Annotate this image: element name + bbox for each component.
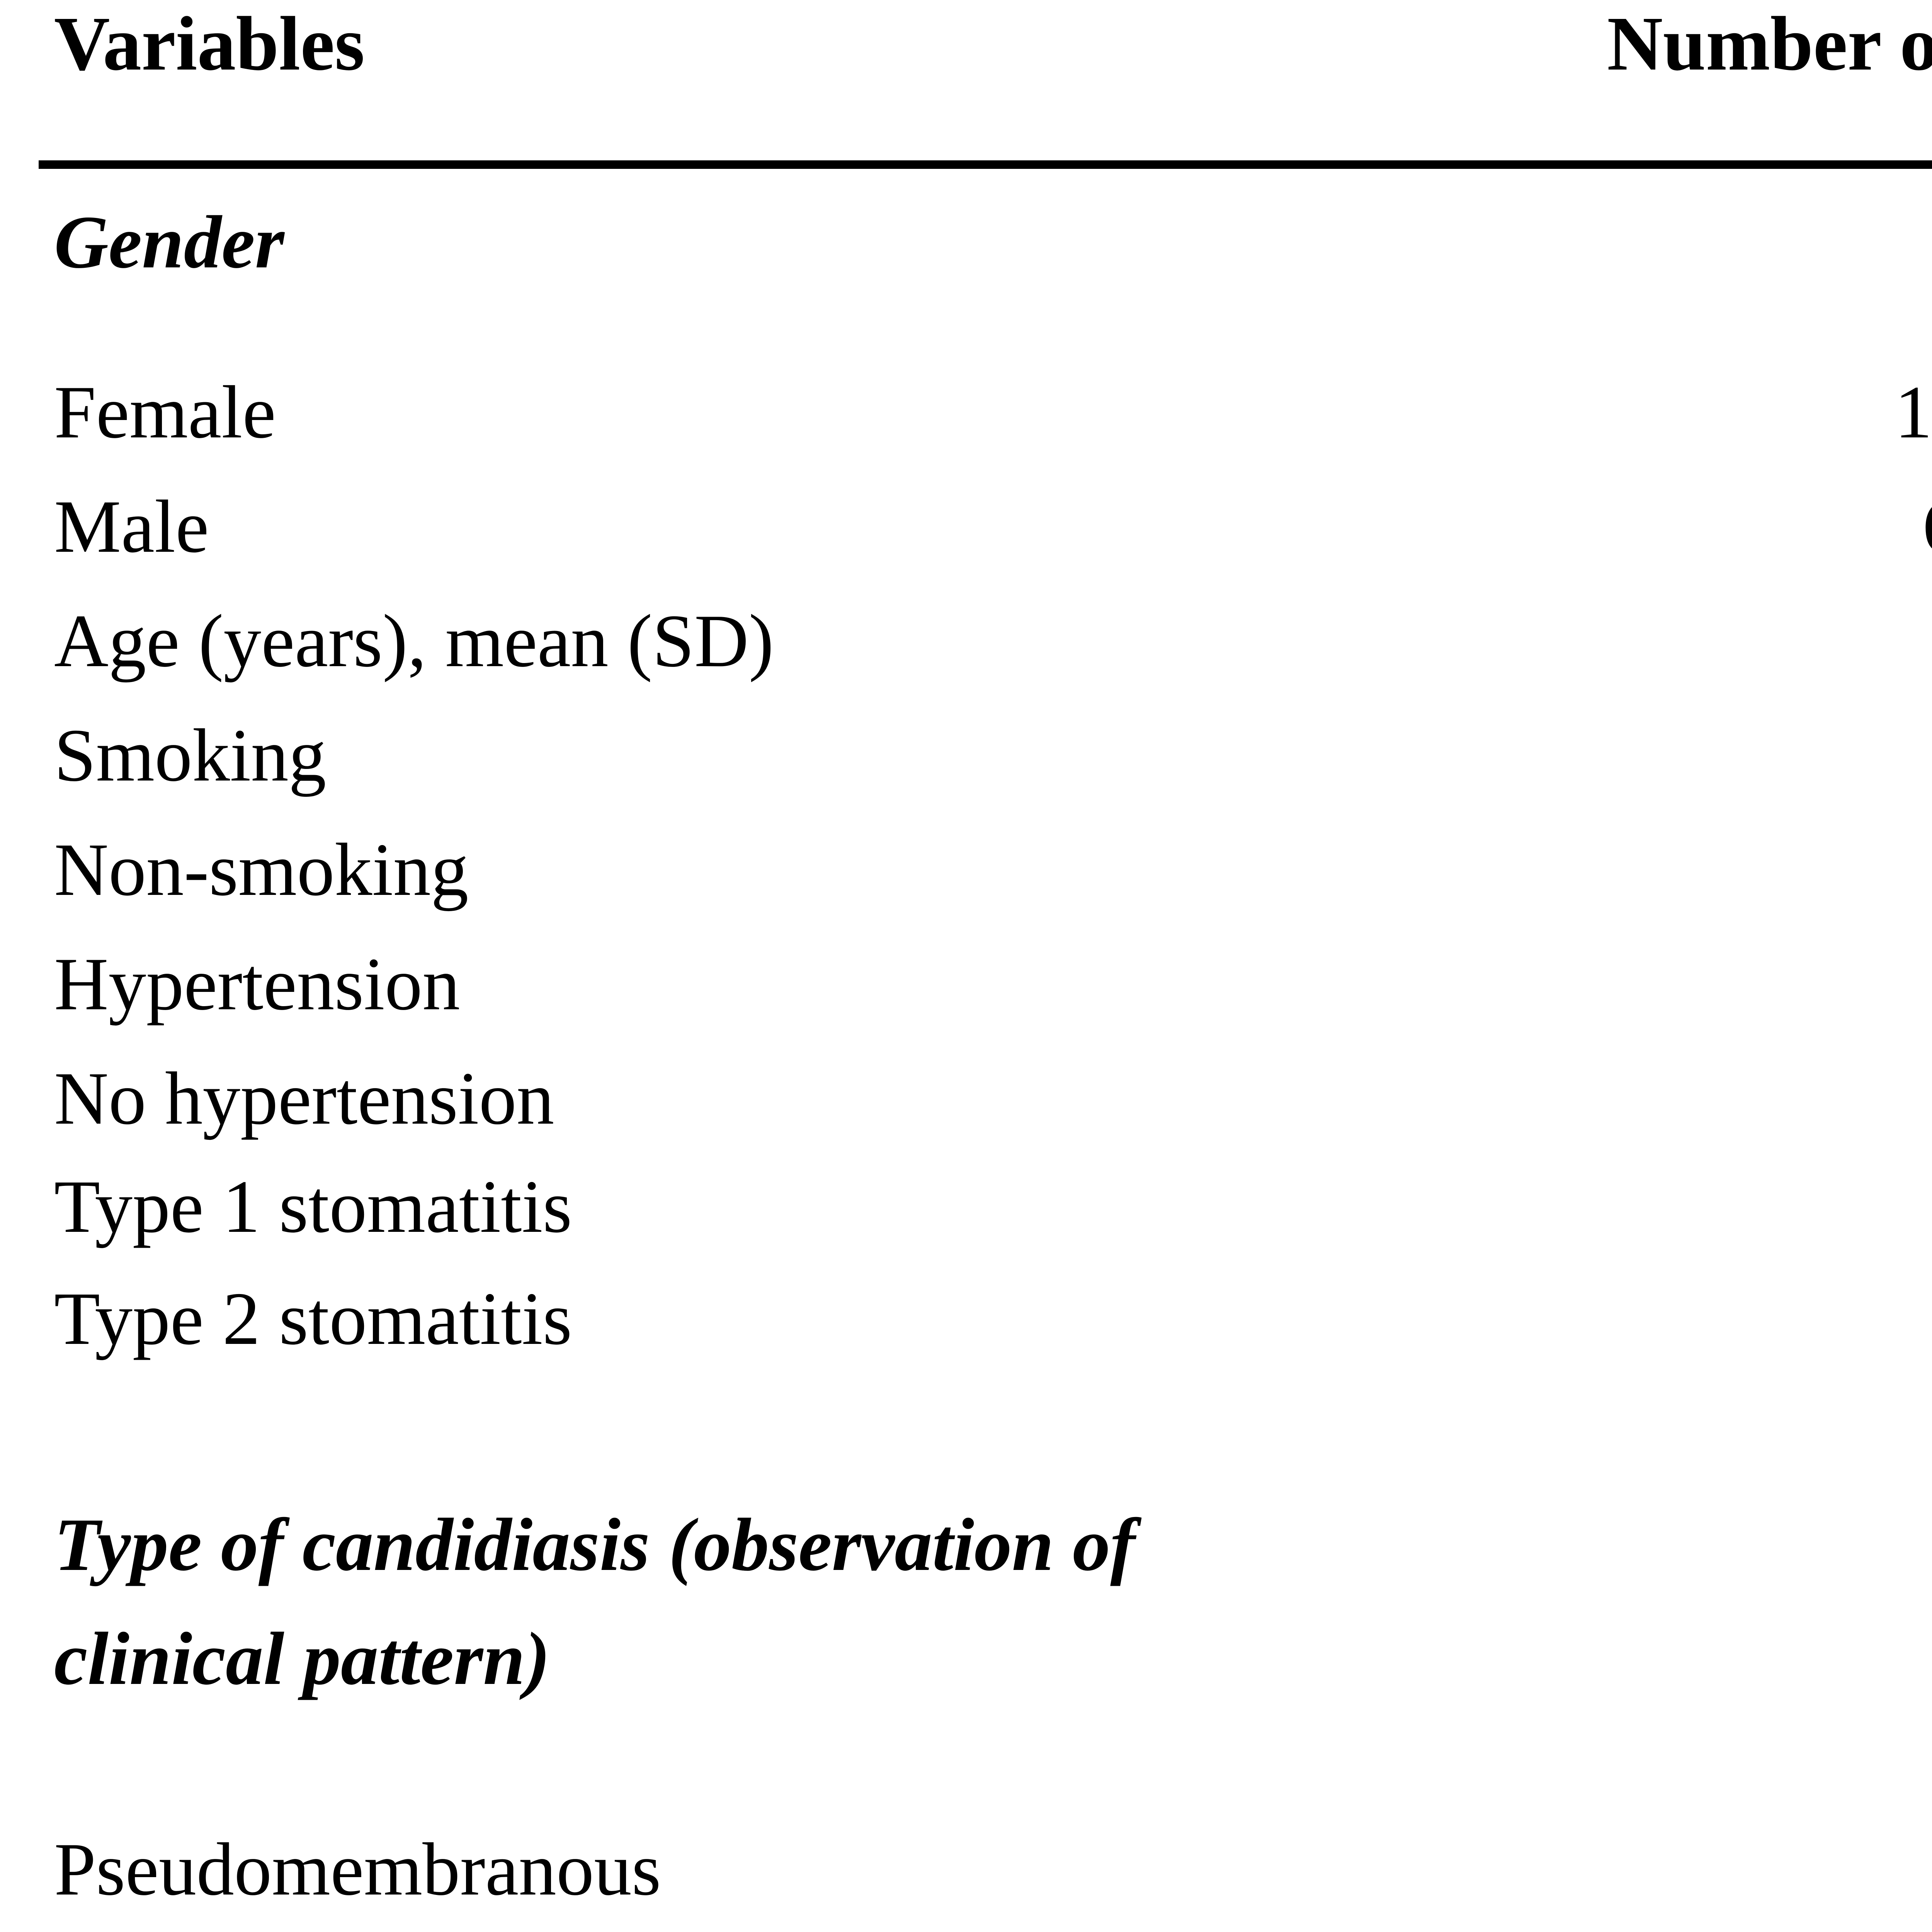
table-row-type-2-stomatitis: Type 2 stomatitis 7 (38.8%): [0, 1281, 1932, 1382]
table-row-non-smoking: Non-smoking 16 (88.8%): [0, 832, 1932, 933]
row-label-female: Female: [54, 371, 276, 454]
row-label-hypertension: Hypertension: [54, 942, 460, 1026]
column-header-variables: Variables: [54, 1, 365, 87]
row-label-non-smoking: Non-smoking: [54, 828, 469, 912]
section-label-gender: Gender: [54, 201, 284, 284]
row-value-pseudomembranous: 15 (83.3%): [1544, 1832, 1932, 1907]
row-value-type-2-stomatitis: 7 (38.8%): [1548, 1281, 1932, 1357]
row-value-female: 12 (66.6%): [1895, 371, 1932, 454]
table-row-type-1-stomatitis: Type 1 stomatitis 11 (61.1%): [0, 1169, 1932, 1270]
row-label-smoking: Smoking: [54, 714, 327, 797]
row-label-type-1-stomatitis: Type 1 stomatitis: [54, 1165, 572, 1248]
section-label-type-of-candidiasis-line2: clinical pattern): [54, 1617, 550, 1701]
row-value-no-hypertension: 7 (38.8%): [1543, 1061, 1932, 1136]
section-heading-type-of-candidiasis-line2: clinical pattern): [0, 1621, 1932, 1722]
section-label-type-of-candidiasis-line1: Type of candidiasis (observation of: [54, 1503, 1136, 1587]
column-header-number-of-patients: Number of patients: [1607, 1, 1932, 87]
row-label-pseudomembranous: Pseudomembranous: [54, 1828, 661, 1911]
table-row-no-hypertension: No hypertension 7 (38.8%): [0, 1061, 1932, 1162]
row-value-smoking: 2 (11.1%): [1479, 718, 1932, 793]
table-row-female: Female 12 (66.6%): [0, 375, 1932, 475]
section-heading-gender: Gender: [0, 205, 1932, 305]
row-value-age-mean-sd: 63.3 ± 14.2: [1559, 604, 1932, 679]
table-header-row: Variables Number of patients: [0, 5, 1932, 106]
table-row-pseudomembranous: Pseudomembranous 15 (83.3%): [0, 1832, 1932, 1932]
row-value-non-smoking: 16 (88.8%): [1496, 832, 1932, 908]
table-row-smoking: Smoking 2 (11.1%): [0, 718, 1932, 818]
table-row-age-mean-sd: Age (years), mean (SD) 63.3 ± 14.2: [0, 604, 1932, 704]
row-value-type-1-stomatitis: 11 (61.1%): [1536, 1169, 1932, 1245]
row-value-male: 6 (33.3%): [1455, 489, 1932, 565]
row-value-hypertension: 11 (61.1%): [1529, 947, 1932, 1022]
table-rule-top: [39, 160, 1932, 169]
section-heading-type-of-candidiasis-line1: Type of candidiasis (observation of: [0, 1507, 1932, 1608]
table-row-male: Male 6 (33.3%): [0, 489, 1932, 590]
row-label-type-2-stomatitis: Type 2 stomatitis: [54, 1277, 572, 1361]
row-label-no-hypertension: No hypertension: [54, 1057, 554, 1140]
row-label-male: Male: [54, 485, 209, 568]
row-label-age-mean-sd: Age (years), mean (SD): [54, 599, 774, 683]
table-row-hypertension: Hypertension 11 (61.1%): [0, 947, 1932, 1047]
